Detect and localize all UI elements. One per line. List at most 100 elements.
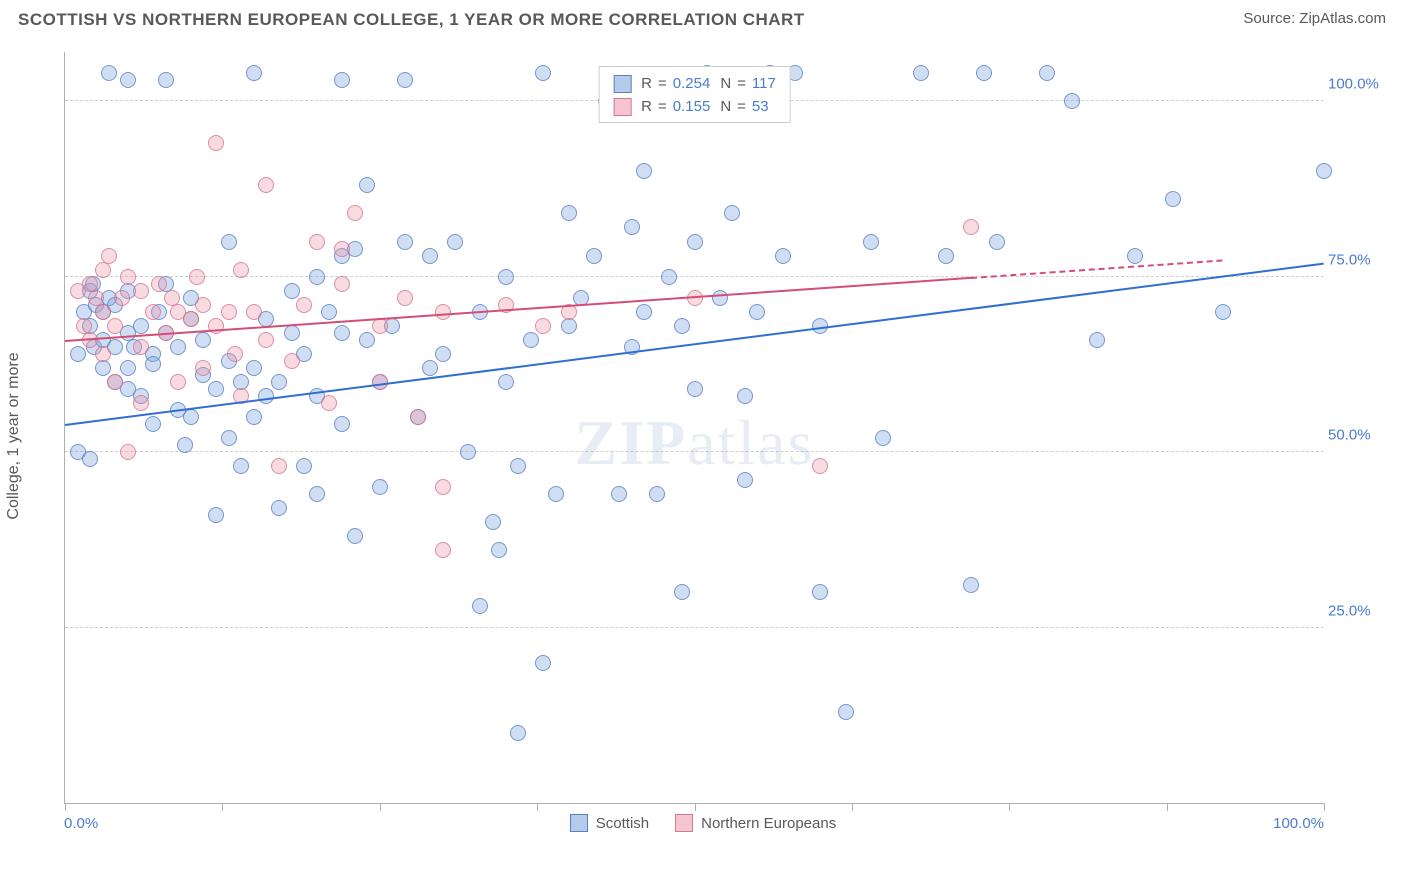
point-scottish — [510, 725, 526, 741]
point-scottish — [1089, 332, 1105, 348]
point-scottish — [523, 332, 539, 348]
point-scottish — [491, 542, 507, 558]
point-scottish — [649, 486, 665, 502]
point-scottish — [1316, 163, 1332, 179]
point-scottish — [246, 409, 262, 425]
x-tick — [65, 803, 66, 811]
point-scottish — [976, 65, 992, 81]
point-scottish — [460, 444, 476, 460]
point-scottish — [258, 388, 274, 404]
point-scottish — [183, 409, 199, 425]
point-scottish — [208, 507, 224, 523]
point-scottish — [636, 163, 652, 179]
point-northern — [435, 542, 451, 558]
n-value: 53 — [752, 96, 769, 119]
point-scottish — [158, 72, 174, 88]
point-scottish — [636, 304, 652, 320]
point-scottish — [334, 325, 350, 341]
point-northern — [309, 234, 325, 250]
legend-item-scottish: Scottish — [570, 814, 649, 832]
point-scottish — [246, 360, 262, 376]
point-scottish — [586, 248, 602, 264]
legend-label: Scottish — [596, 815, 649, 832]
point-northern — [107, 374, 123, 390]
point-northern — [334, 276, 350, 292]
point-scottish — [177, 437, 193, 453]
point-northern — [133, 283, 149, 299]
point-scottish — [561, 205, 577, 221]
point-northern — [246, 304, 262, 320]
point-northern — [183, 311, 199, 327]
point-northern — [151, 276, 167, 292]
source-label: Source: ZipAtlas.com — [1243, 10, 1386, 27]
point-scottish — [101, 65, 117, 81]
point-scottish — [321, 304, 337, 320]
x-tick — [380, 803, 381, 811]
point-scottish — [989, 234, 1005, 250]
watermark: ZIPatlas — [575, 406, 815, 480]
series-legend: Scottish Northern Europeans — [18, 814, 1388, 834]
point-scottish — [145, 356, 161, 372]
n-label: N — [720, 73, 731, 96]
point-scottish — [397, 72, 413, 88]
legend-item-northern: Northern Europeans — [675, 814, 836, 832]
point-scottish — [397, 234, 413, 250]
point-scottish — [347, 528, 363, 544]
point-northern — [334, 241, 350, 257]
point-northern — [221, 304, 237, 320]
point-scottish — [749, 304, 765, 320]
point-northern — [812, 458, 828, 474]
point-scottish — [938, 248, 954, 264]
r-value: 0.155 — [673, 96, 711, 119]
point-northern — [107, 318, 123, 334]
point-scottish — [687, 381, 703, 397]
point-scottish — [737, 388, 753, 404]
point-northern — [296, 297, 312, 313]
point-northern — [95, 304, 111, 320]
point-northern — [535, 318, 551, 334]
point-scottish — [271, 500, 287, 516]
point-northern — [208, 135, 224, 151]
point-northern — [258, 332, 274, 348]
point-scottish — [485, 514, 501, 530]
source-prefix: Source: — [1243, 10, 1299, 27]
point-scottish — [1039, 65, 1055, 81]
point-scottish — [1215, 304, 1231, 320]
point-scottish — [221, 234, 237, 250]
point-scottish — [875, 430, 891, 446]
point-scottish — [535, 655, 551, 671]
point-northern — [170, 374, 186, 390]
source-link[interactable]: ZipAtlas.com — [1299, 10, 1386, 27]
point-scottish — [712, 290, 728, 306]
point-northern — [114, 290, 130, 306]
point-scottish — [334, 72, 350, 88]
legend-label: Northern Europeans — [701, 815, 836, 832]
point-northern — [410, 409, 426, 425]
n-label: N — [720, 96, 731, 119]
point-scottish — [359, 177, 375, 193]
point-scottish — [687, 234, 703, 250]
x-tick — [1009, 803, 1010, 811]
point-scottish — [812, 584, 828, 600]
y-axis-label: College, 1 year or more — [5, 352, 23, 519]
point-scottish — [120, 72, 136, 88]
plot-region: ZIPatlas R = 0.254 N = 117 R = 0.155 N =… — [64, 52, 1324, 804]
x-tick — [537, 803, 538, 811]
point-scottish — [435, 346, 451, 362]
point-northern — [284, 353, 300, 369]
x-tick — [1324, 803, 1325, 811]
point-northern — [227, 346, 243, 362]
point-scottish — [963, 577, 979, 593]
y-tick-label: 100.0% — [1328, 76, 1386, 93]
point-scottish — [1165, 191, 1181, 207]
point-northern — [397, 290, 413, 306]
point-scottish — [913, 65, 929, 81]
watermark-atlas: atlas — [687, 407, 814, 478]
point-scottish — [309, 486, 325, 502]
point-northern — [95, 262, 111, 278]
point-scottish — [271, 374, 287, 390]
point-scottish — [233, 458, 249, 474]
point-scottish — [674, 584, 690, 600]
point-scottish — [95, 360, 111, 376]
point-scottish — [548, 486, 564, 502]
